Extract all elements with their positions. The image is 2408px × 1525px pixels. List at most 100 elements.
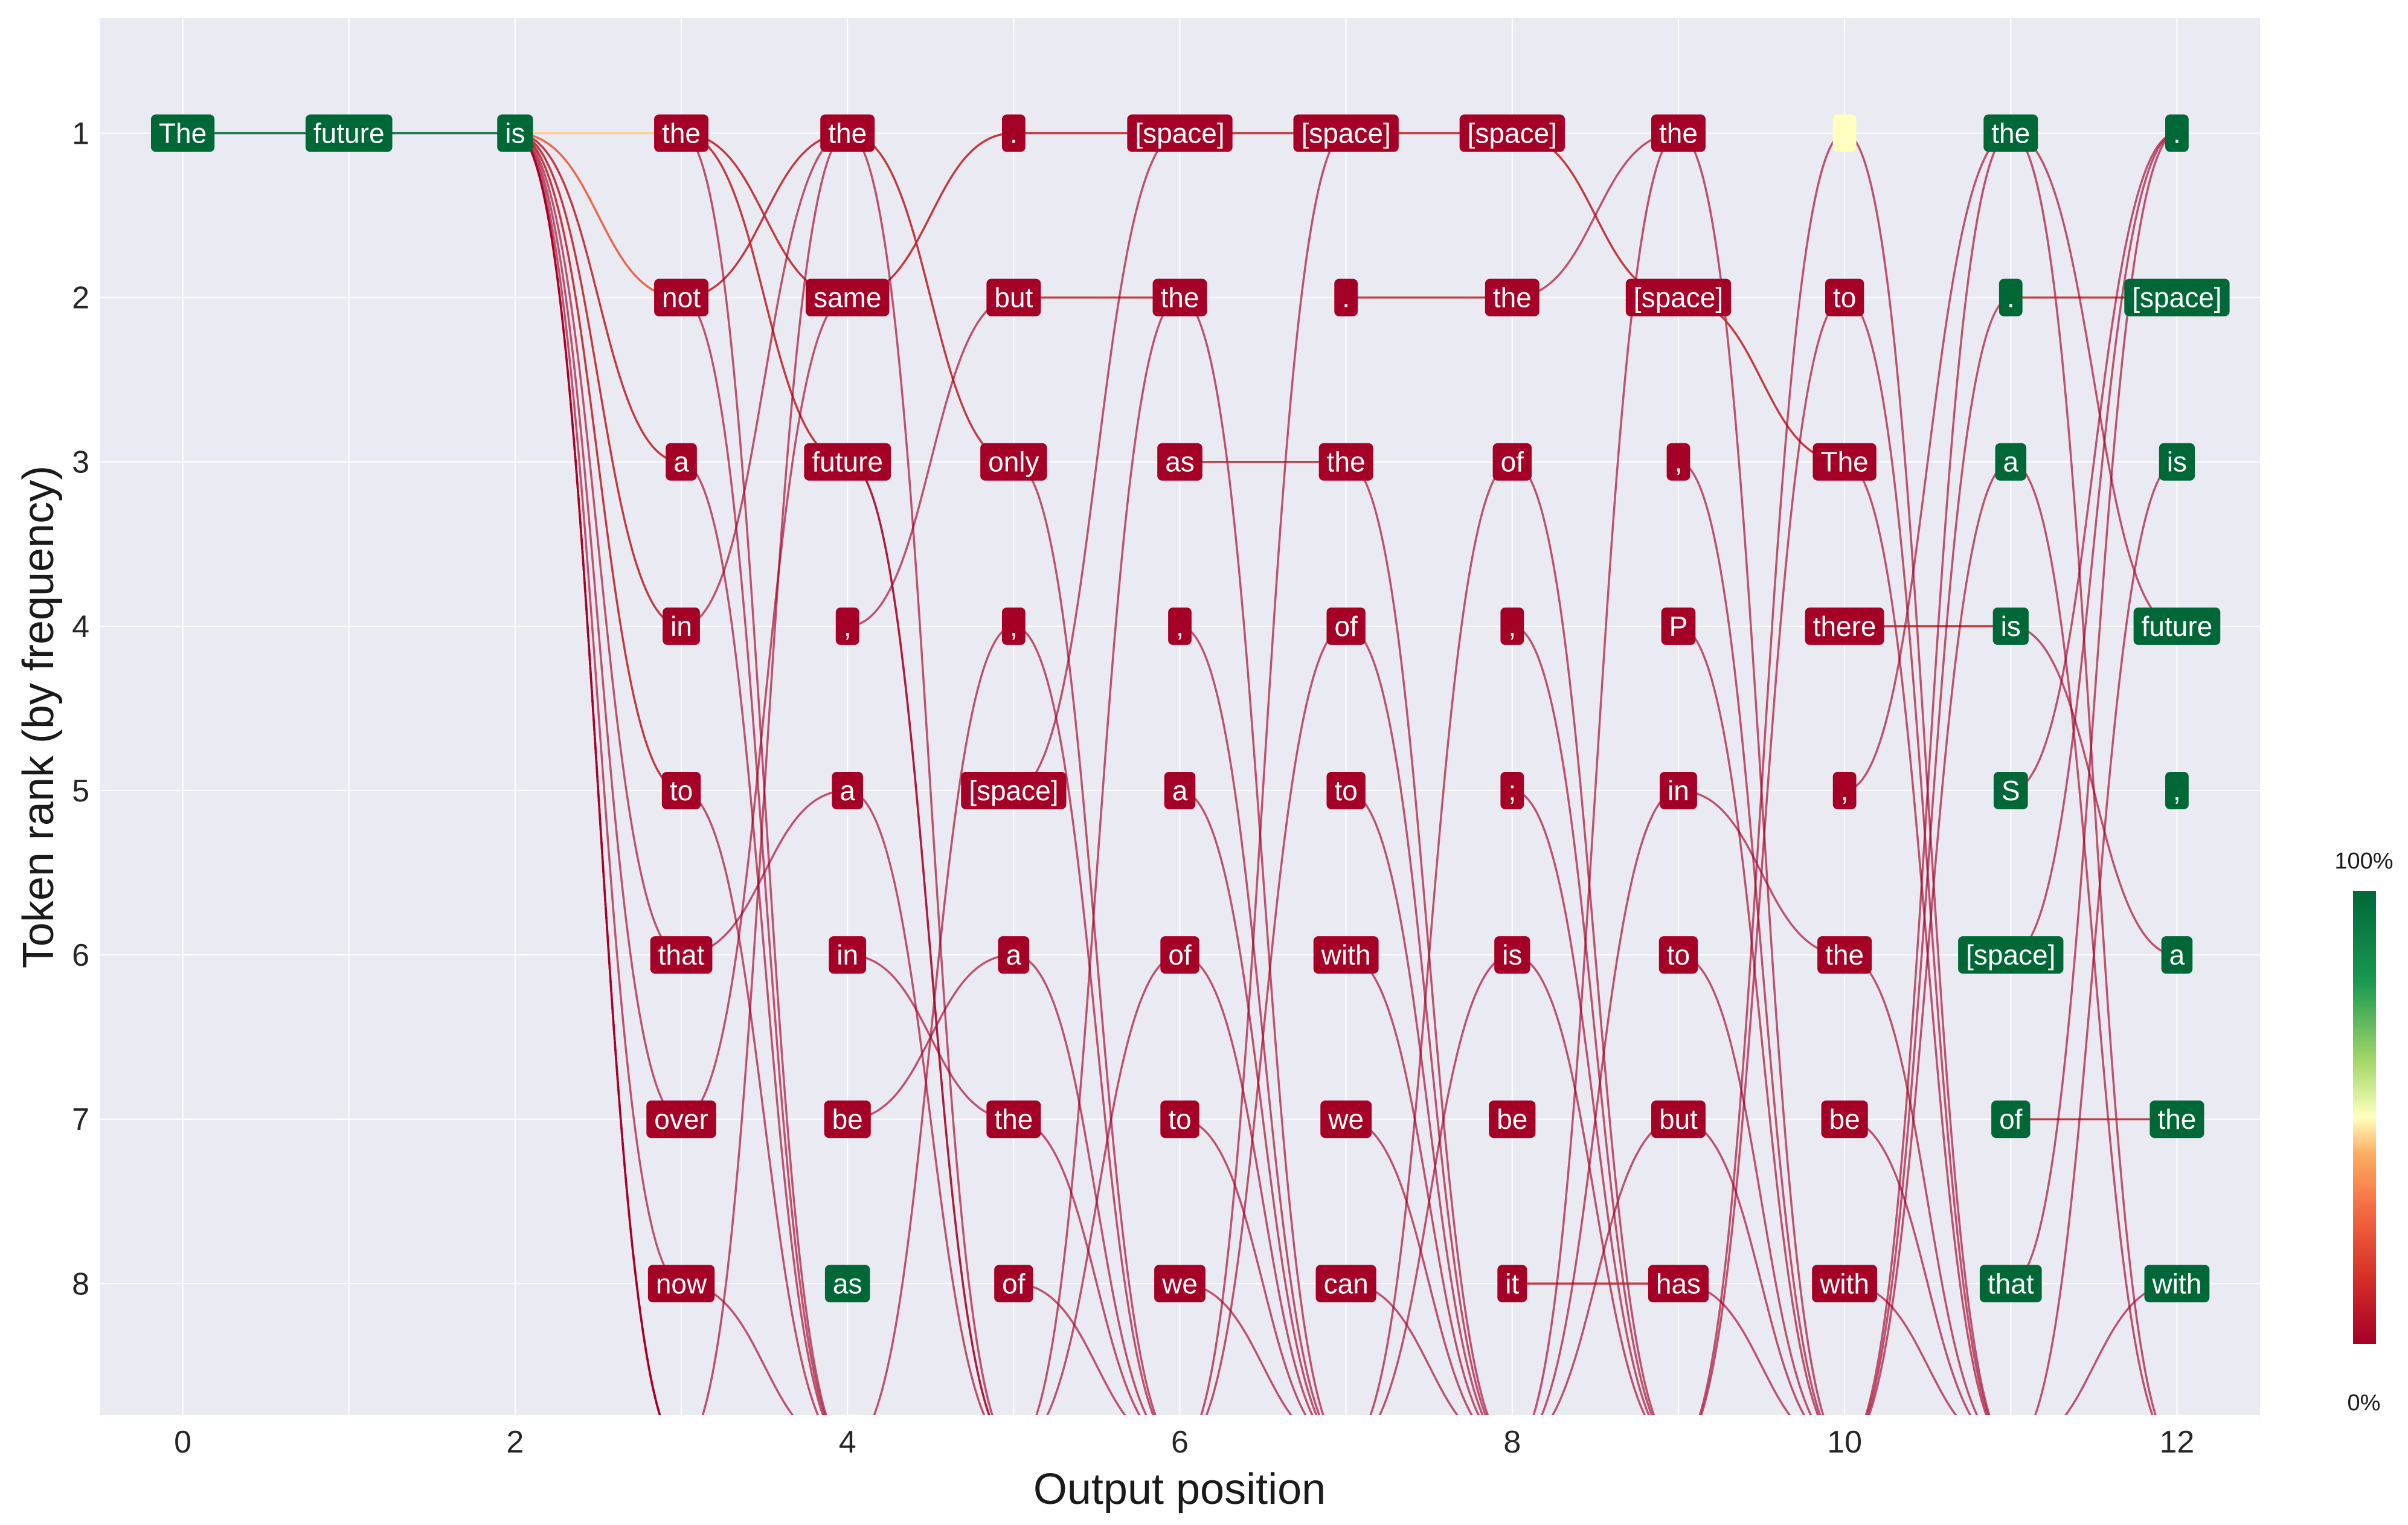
token-box: [1625, 278, 1732, 316]
token-text: ,: [1010, 611, 1018, 642]
token-box: [1832, 771, 1857, 809]
y-tick-label: 2: [72, 281, 89, 316]
token-box: [1661, 607, 1696, 645]
token-label: in: [829, 936, 867, 974]
token-text: ,: [2173, 775, 2181, 806]
token-label: ,: [1168, 607, 1192, 645]
token-label: P: [1661, 607, 1696, 645]
connection-line: [515, 132, 682, 463]
token-box: [1993, 771, 2028, 809]
token-text: the: [828, 117, 867, 149]
token-text: only: [988, 446, 1039, 478]
connection-line: [1698, 132, 1845, 1415]
token-text: as: [1165, 446, 1195, 478]
connection-line: [2011, 132, 2177, 956]
token-text: .: [1841, 117, 1849, 149]
token-label: .: [1999, 278, 2023, 316]
token-label: [space]: [1127, 114, 1233, 152]
colorbar: [2353, 891, 2376, 1344]
x-axis-label: Output position: [1033, 1465, 1326, 1514]
token-text: The: [1820, 446, 1868, 478]
connection-line: [847, 296, 1014, 628]
token-label: ;: [1500, 771, 1524, 809]
connection-line: [1180, 789, 1318, 1415]
token-box: [824, 1265, 870, 1303]
token-box: [1313, 936, 1379, 974]
token-box: [1492, 443, 1532, 481]
y-tick-label: 4: [72, 609, 89, 644]
token-label: with: [1812, 1265, 1878, 1303]
token-label: of: [1160, 936, 1199, 974]
token-label: to: [1326, 771, 1366, 809]
token-label: ,: [1666, 443, 1690, 481]
y-tick-label: 8: [72, 1267, 89, 1302]
connection-line: [847, 789, 986, 1415]
token-text: of: [1168, 939, 1192, 971]
token-box: [1494, 936, 1530, 974]
token-box: [1979, 1265, 2042, 1303]
token-text: of: [1501, 446, 1524, 478]
token-text: in: [836, 939, 858, 971]
token-text: of: [1334, 611, 1358, 642]
token-box: [1658, 936, 1698, 974]
x-tick-label: 0: [174, 1425, 191, 1460]
connection-line: [1532, 132, 1679, 1415]
connection-line: [1180, 296, 1324, 1415]
token-label: [space]: [1958, 936, 2064, 974]
token-label: it: [1497, 1265, 1527, 1303]
connection-line: [1180, 1282, 1292, 1415]
connection-line: [1867, 460, 2011, 1415]
connection-line: [1346, 789, 1484, 1415]
connection-line: [681, 296, 848, 1120]
connection-line: [681, 296, 826, 1415]
token-label: the: [1485, 278, 1540, 316]
token-text: ,: [1508, 611, 1516, 642]
token-label: is: [2159, 443, 2195, 481]
token-box: [646, 1100, 716, 1138]
connection-line: [1845, 954, 1979, 1415]
token-box: [2150, 1100, 2204, 1138]
token-text: the: [2157, 1103, 2196, 1135]
token-box: [1485, 278, 1540, 316]
token-box: [1127, 114, 1233, 152]
token-box: [1168, 607, 1192, 645]
token-text: the: [662, 117, 701, 149]
token-box: [986, 1100, 1041, 1138]
token-text: is: [2001, 611, 2021, 642]
token-box: [1001, 114, 1026, 152]
token-label: as: [824, 1265, 870, 1303]
token-text: a: [1006, 939, 1022, 971]
token-label: the: [2150, 1100, 2204, 1138]
token-text: we: [1161, 1268, 1198, 1299]
token-box: [1315, 1265, 1376, 1303]
token-text: future: [812, 446, 883, 478]
token-text: can: [1324, 1268, 1369, 1299]
token-box: [1326, 607, 1366, 645]
token-box: [663, 607, 700, 645]
x-tick-label: 12: [2160, 1425, 2195, 1460]
connection-line: [1678, 954, 1812, 1415]
token-box: [824, 1100, 871, 1138]
connection-line: [1378, 954, 1512, 1415]
token-box: [1666, 443, 1690, 481]
token-box: [1812, 1265, 1878, 1303]
token-label: now: [647, 1265, 715, 1303]
connection-line: [515, 132, 682, 956]
token-box: [1821, 1100, 1868, 1138]
token-label: over: [646, 1100, 716, 1138]
x-tick-labels: 0 2 4 6 8 10 12: [174, 1425, 2194, 1460]
token-label: we: [1154, 1265, 1206, 1303]
token-label: is: [1992, 607, 2029, 645]
connection-line: [1046, 954, 1180, 1415]
token-label: but: [986, 278, 1041, 316]
token-text: ,: [1841, 775, 1849, 806]
token-label: future: [2133, 607, 2221, 645]
token-text: ,: [1675, 446, 1683, 478]
token-text: to: [1667, 939, 1690, 971]
token-text: ,: [844, 611, 852, 642]
connection-lines: [182, 132, 2177, 1415]
token-label: of: [1991, 1100, 2031, 1138]
token-text: .: [2007, 282, 2015, 313]
token-box: [1500, 607, 1524, 645]
token-box: [2133, 607, 2221, 645]
